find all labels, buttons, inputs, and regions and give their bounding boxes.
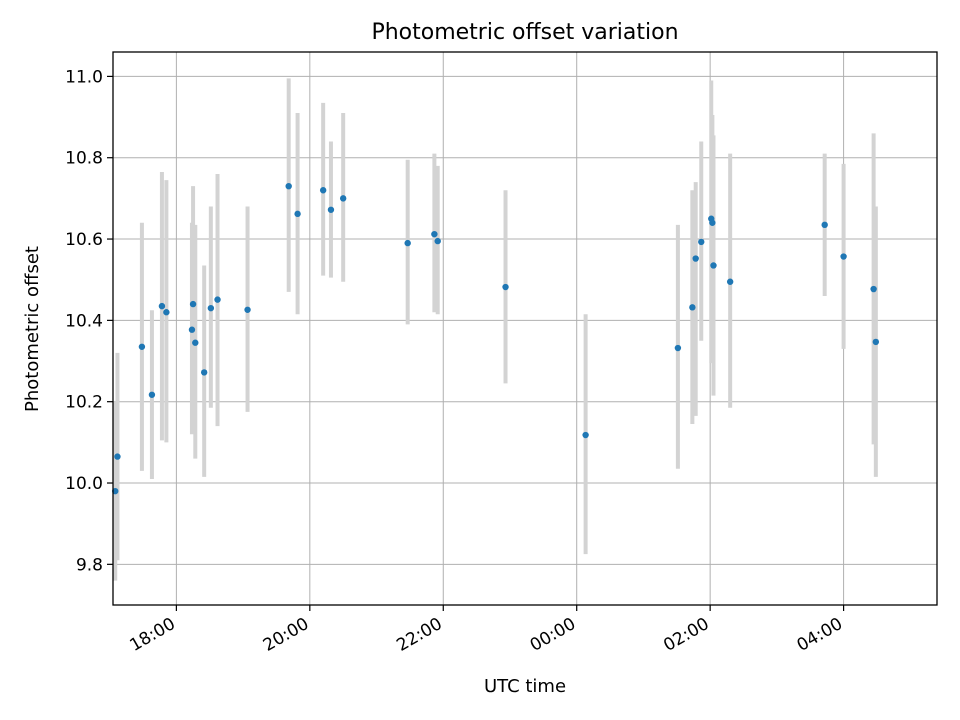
data-points (112, 182, 880, 495)
data-point (710, 262, 717, 269)
data-point (502, 283, 509, 291)
data-point (327, 206, 335, 213)
data-point (189, 300, 197, 308)
data-point (709, 219, 716, 226)
data-point (404, 239, 411, 247)
data-point (689, 304, 696, 311)
chart-title: Photometric offset variation (371, 20, 678, 45)
plot-frame (112, 51, 938, 606)
data-point (114, 453, 121, 460)
x-axis-label: UTC time (484, 676, 566, 697)
data-point (158, 302, 166, 310)
data-point (726, 278, 734, 285)
data-point (200, 369, 208, 376)
data-point (294, 210, 301, 218)
data-point (285, 182, 292, 190)
data-point (207, 304, 215, 312)
data-point (698, 238, 705, 246)
y-axis-label: Photometric offset (22, 246, 43, 412)
y-tick-label: 10.8 (65, 149, 103, 169)
data-point (674, 344, 682, 352)
data-point (872, 338, 880, 346)
data-point (840, 253, 847, 260)
y-tick-label: 11.0 (65, 67, 103, 87)
data-point (244, 306, 251, 313)
y-tick-label: 10.6 (65, 230, 103, 250)
data-point (431, 230, 438, 238)
data-point (148, 391, 156, 398)
data-point (582, 431, 589, 439)
data-point (821, 221, 828, 229)
data-point (339, 195, 347, 202)
y-tick-label: 9.8 (76, 555, 103, 575)
data-point (192, 339, 199, 346)
data-point (434, 237, 441, 245)
y-axis-ticks: 9.8 10.0 10.2 10.4 10.6 10.8 11.0 (65, 67, 113, 575)
data-point (870, 285, 877, 293)
data-point (138, 343, 146, 350)
data-point (163, 309, 170, 316)
y-tick-label: 10.2 (65, 393, 103, 413)
data-point (188, 326, 196, 333)
y-tick-label: 10.0 (65, 474, 103, 494)
data-point (692, 255, 699, 262)
y-tick-label: 10.4 (65, 311, 103, 331)
data-point (319, 187, 327, 194)
data-point (214, 296, 221, 303)
